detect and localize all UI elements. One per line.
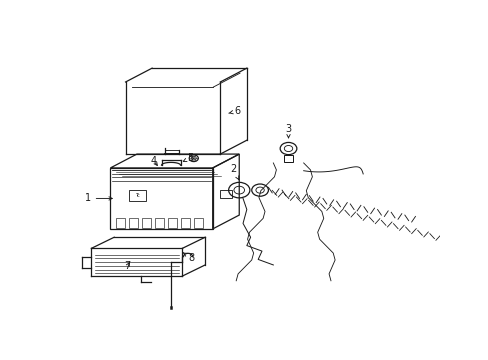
Text: 2: 2 (230, 164, 239, 180)
Bar (142, 218, 151, 228)
Text: 4: 4 (151, 156, 157, 166)
Text: 8: 8 (183, 253, 195, 263)
Text: 7: 7 (124, 261, 130, 271)
Bar (168, 218, 177, 228)
Text: 5: 5 (183, 153, 193, 163)
Text: 3: 3 (285, 124, 291, 138)
Bar (194, 218, 203, 228)
Bar (181, 218, 190, 228)
Bar (129, 218, 138, 228)
Bar (116, 218, 125, 228)
Text: Tc: Tc (135, 193, 140, 198)
Text: 1: 1 (84, 193, 112, 203)
Text: 6: 6 (228, 106, 240, 116)
Bar (155, 218, 164, 228)
Bar (284, 155, 292, 162)
